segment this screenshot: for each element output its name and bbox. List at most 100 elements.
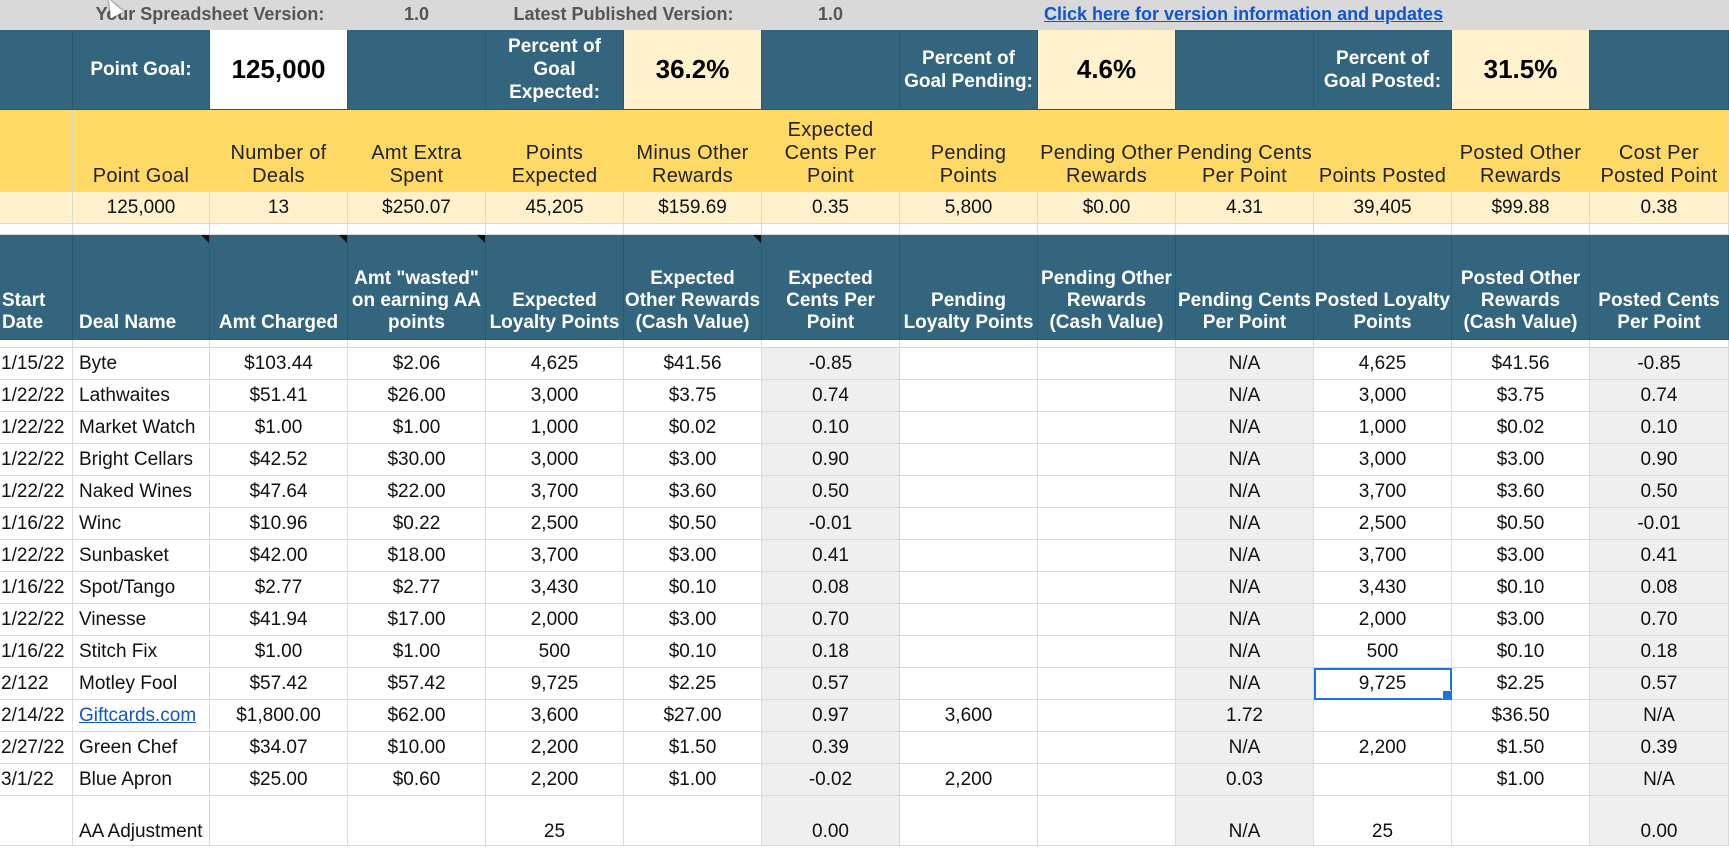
table-cell[interactable]: Spot/Tango (73, 572, 210, 604)
version-info-link[interactable]: Click here for version information and u… (1044, 4, 1444, 24)
table-cell[interactable] (1038, 636, 1176, 668)
table-cell[interactable]: $0.50 (1452, 508, 1590, 540)
summary-header-cell[interactable]: Pending Other Rewards (1038, 110, 1176, 192)
table-cell[interactable] (1038, 796, 1176, 846)
table-cell[interactable]: $3.75 (624, 380, 762, 412)
table-cell[interactable]: AA Adjustment (73, 796, 210, 846)
table-cell[interactable]: 2,500 (1314, 508, 1452, 540)
cell[interactable] (1452, 340, 1590, 348)
table-cell[interactable]: 500 (486, 636, 624, 668)
column-header[interactable]: Amt Charged (210, 235, 348, 340)
table-cell[interactable] (1038, 412, 1176, 444)
table-cell[interactable]: 0.00 (1590, 796, 1729, 846)
table-cell[interactable]: 1/22/22 (0, 380, 73, 412)
table-cell[interactable]: 3,600 (900, 700, 1038, 732)
table-cell[interactable]: 500 (1314, 636, 1452, 668)
table-cell[interactable]: $10.96 (210, 508, 348, 540)
table-cell[interactable]: $22.00 (348, 476, 486, 508)
table-cell[interactable] (1038, 540, 1176, 572)
table-cell[interactable]: N/A (1590, 764, 1729, 796)
table-cell[interactable] (1314, 764, 1452, 796)
cell[interactable] (0, 224, 73, 235)
table-cell[interactable] (900, 636, 1038, 668)
summary-header-cell[interactable]: Posted Other Rewards (1452, 110, 1590, 192)
table-cell[interactable]: $0.02 (624, 412, 762, 444)
summary-value-cell[interactable]: 39,405 (1314, 192, 1452, 224)
cell[interactable] (1176, 224, 1314, 235)
table-cell[interactable]: Stitch Fix (73, 636, 210, 668)
column-header[interactable]: Pending Loyalty Points (900, 235, 1038, 340)
summary-value-cell[interactable]: 45,205 (486, 192, 624, 224)
table-cell[interactable] (900, 668, 1038, 700)
table-cell[interactable]: 0.03 (1176, 764, 1314, 796)
summary-value-cell[interactable]: $159.69 (624, 192, 762, 224)
table-cell[interactable] (624, 796, 762, 846)
table-cell[interactable] (900, 732, 1038, 764)
summary-header-cell[interactable]: Cost Per Posted Point (1590, 110, 1729, 192)
table-cell[interactable]: 3,000 (486, 380, 624, 412)
table-cell[interactable]: 1/22/22 (0, 444, 73, 476)
summary-value-cell[interactable]: $0.00 (1038, 192, 1176, 224)
table-cell[interactable]: -0.85 (1590, 348, 1729, 380)
table-cell[interactable]: $0.10 (1452, 572, 1590, 604)
table-cell[interactable]: Green Chef (73, 732, 210, 764)
cell[interactable] (210, 224, 348, 235)
table-cell[interactable]: 2,200 (900, 764, 1038, 796)
cell[interactable] (486, 224, 624, 235)
table-cell[interactable] (900, 444, 1038, 476)
table-cell[interactable]: $1.00 (348, 412, 486, 444)
summary-header-cell[interactable]: Number of Deals (210, 110, 348, 192)
table-cell[interactable]: N/A (1176, 540, 1314, 572)
cell[interactable] (348, 224, 486, 235)
column-header[interactable]: Expected Other Rewards (Cash Value) (624, 235, 762, 340)
cell[interactable] (1590, 30, 1729, 110)
table-cell[interactable]: $0.02 (1452, 412, 1590, 444)
table-cell[interactable] (900, 348, 1038, 380)
table-cell[interactable]: 0.50 (762, 476, 900, 508)
table-cell[interactable]: $3.60 (1452, 476, 1590, 508)
table-cell[interactable] (0, 796, 73, 846)
table-cell[interactable]: 3,430 (486, 572, 624, 604)
cell[interactable] (1314, 224, 1452, 235)
table-cell[interactable]: N/A (1590, 700, 1729, 732)
table-cell[interactable]: $41.56 (1452, 348, 1590, 380)
table-cell[interactable]: 0.74 (1590, 380, 1729, 412)
table-cell[interactable]: $17.00 (348, 604, 486, 636)
summary-header-cell[interactable]: Expected Cents Per Point (762, 110, 900, 192)
table-cell[interactable]: 0.57 (1590, 668, 1729, 700)
table-cell[interactable]: $18.00 (348, 540, 486, 572)
summary-value-cell[interactable] (0, 192, 73, 224)
cell[interactable] (1176, 340, 1314, 348)
table-cell[interactable]: N/A (1176, 508, 1314, 540)
table-cell[interactable]: 0.57 (762, 668, 900, 700)
pct-pending-value[interactable]: 4.6% (1038, 30, 1176, 110)
cell[interactable] (900, 340, 1038, 348)
pct-posted-value[interactable]: 31.5% (1452, 30, 1590, 110)
table-cell[interactable]: 2,000 (1314, 604, 1452, 636)
table-cell[interactable] (900, 508, 1038, 540)
column-header[interactable]: Amt "wasted" on earning AA points (348, 235, 486, 340)
table-cell[interactable]: Lathwaites (73, 380, 210, 412)
cell[interactable] (900, 0, 1038, 30)
table-cell[interactable]: $1.50 (624, 732, 762, 764)
table-cell[interactable]: $42.00 (210, 540, 348, 572)
summary-header-cell[interactable]: Minus Other Rewards (624, 110, 762, 192)
table-cell[interactable]: $1.50 (1452, 732, 1590, 764)
fill-handle[interactable] (1442, 690, 1451, 699)
column-header[interactable]: Posted Loyalty Points (1314, 235, 1452, 340)
deal-name-link[interactable]: Giftcards.com (79, 704, 197, 726)
cell[interactable] (762, 340, 900, 348)
table-cell[interactable]: 1.72 (1176, 700, 1314, 732)
table-cell[interactable] (900, 412, 1038, 444)
table-cell[interactable]: 1/22/22 (0, 604, 73, 636)
cell[interactable] (1314, 340, 1452, 348)
cell[interactable] (624, 340, 762, 348)
table-cell[interactable]: 0.90 (762, 444, 900, 476)
table-cell[interactable]: $0.50 (624, 508, 762, 540)
table-cell[interactable]: $2.06 (348, 348, 486, 380)
summary-header-cell[interactable]: Point Goal (73, 110, 210, 192)
summary-header-cell[interactable]: Pending Points (900, 110, 1038, 192)
summary-header-cell[interactable]: Amt Extra Spent (348, 110, 486, 192)
comment-indicator-icon[interactable] (339, 235, 347, 243)
summary-header-cell[interactable] (0, 110, 73, 192)
